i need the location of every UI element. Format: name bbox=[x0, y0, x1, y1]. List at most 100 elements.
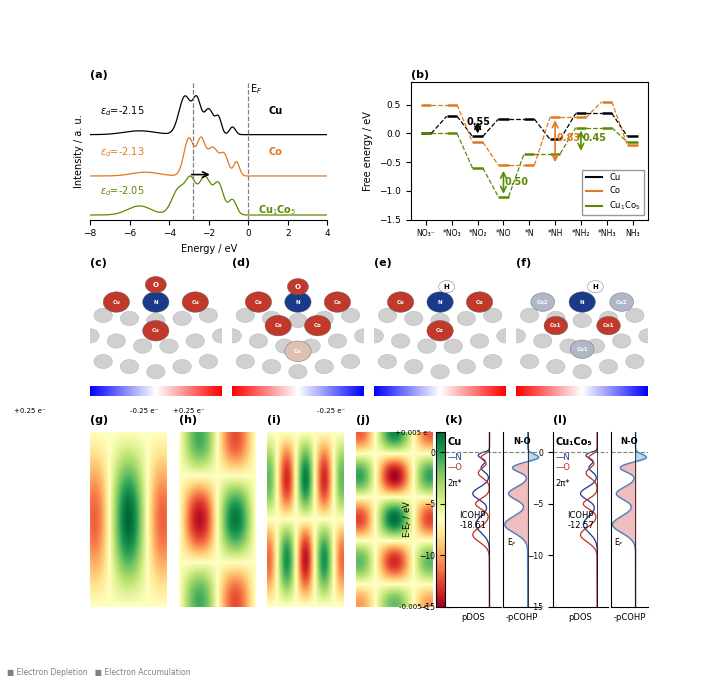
Circle shape bbox=[223, 329, 241, 343]
Circle shape bbox=[143, 292, 169, 312]
Text: Cu: Cu bbox=[448, 437, 462, 447]
Circle shape bbox=[484, 355, 502, 369]
Circle shape bbox=[431, 365, 449, 379]
Text: Co: Co bbox=[436, 328, 444, 333]
Text: N-O: N-O bbox=[513, 437, 531, 446]
Text: N-O: N-O bbox=[621, 437, 638, 446]
Text: (a): (a) bbox=[90, 70, 108, 80]
O bbox=[589, 518, 598, 527]
Circle shape bbox=[182, 292, 209, 312]
Text: H: H bbox=[593, 284, 598, 290]
Circle shape bbox=[315, 311, 333, 325]
Text: —N: —N bbox=[555, 453, 570, 462]
Text: ■ Electron Depletion   ■ Electron Accumulation: ■ Electron Depletion ■ Electron Accumula… bbox=[7, 668, 191, 677]
Circle shape bbox=[588, 280, 603, 293]
Text: (k): (k) bbox=[445, 415, 462, 426]
Circle shape bbox=[613, 333, 631, 349]
Circle shape bbox=[639, 329, 657, 343]
Circle shape bbox=[570, 340, 594, 359]
O bbox=[481, 518, 490, 527]
Circle shape bbox=[599, 311, 618, 325]
Text: Cu: Cu bbox=[294, 349, 302, 354]
N bbox=[485, 432, 494, 440]
Text: Cu$_1$Co$_5$: Cu$_1$Co$_5$ bbox=[258, 203, 297, 216]
Circle shape bbox=[427, 292, 453, 312]
Text: Co: Co bbox=[476, 299, 483, 305]
O bbox=[589, 508, 598, 516]
N bbox=[472, 518, 480, 527]
Circle shape bbox=[147, 313, 165, 327]
Y-axis label: Free energy / eV: Free energy / eV bbox=[364, 110, 374, 191]
Line: N: N bbox=[580, 432, 598, 607]
N bbox=[587, 499, 595, 507]
Text: $\varepsilon_d$=-2.05: $\varepsilon_d$=-2.05 bbox=[100, 184, 145, 198]
Circle shape bbox=[285, 292, 311, 312]
Circle shape bbox=[378, 308, 397, 323]
Text: O: O bbox=[153, 282, 159, 288]
O bbox=[480, 520, 489, 528]
O bbox=[593, 432, 602, 440]
Circle shape bbox=[276, 339, 294, 353]
Text: 2π*: 2π* bbox=[555, 479, 570, 488]
Circle shape bbox=[387, 292, 414, 312]
Text: N: N bbox=[438, 299, 442, 305]
X-axis label: -pCOHP: -pCOHP bbox=[505, 612, 538, 621]
O bbox=[485, 428, 494, 436]
O bbox=[593, 428, 602, 436]
Circle shape bbox=[107, 333, 125, 349]
N bbox=[593, 432, 602, 440]
Text: (d): (d) bbox=[232, 258, 251, 269]
Text: —N: —N bbox=[448, 453, 462, 462]
Circle shape bbox=[341, 355, 360, 369]
Text: 0.45: 0.45 bbox=[582, 133, 606, 143]
Circle shape bbox=[418, 339, 436, 353]
Circle shape bbox=[431, 313, 449, 327]
Text: (c): (c) bbox=[90, 258, 107, 269]
Circle shape bbox=[546, 311, 565, 325]
Circle shape bbox=[81, 329, 99, 343]
Circle shape bbox=[405, 311, 423, 325]
Circle shape bbox=[610, 293, 634, 311]
Text: (b): (b) bbox=[410, 70, 428, 80]
N bbox=[593, 428, 602, 436]
Text: Cu₁Co₅: Cu₁Co₅ bbox=[555, 437, 592, 447]
Y-axis label: Intensity / a. u.: Intensity / a. u. bbox=[74, 114, 84, 188]
Text: (j): (j) bbox=[356, 415, 370, 426]
O bbox=[580, 499, 588, 507]
Circle shape bbox=[569, 292, 595, 312]
Text: +0.25 e⁻: +0.25 e⁻ bbox=[14, 408, 46, 413]
Text: (f): (f) bbox=[516, 258, 531, 269]
Circle shape bbox=[305, 315, 330, 336]
Circle shape bbox=[315, 359, 333, 374]
Circle shape bbox=[186, 333, 204, 349]
Circle shape bbox=[199, 355, 217, 369]
Text: ICOHP
-18.61: ICOHP -18.61 bbox=[459, 511, 486, 530]
Text: Co: Co bbox=[268, 147, 282, 158]
Text: (g): (g) bbox=[90, 415, 108, 426]
Text: $\varepsilon_d$=-2.13: $\varepsilon_d$=-2.13 bbox=[100, 145, 145, 159]
Circle shape bbox=[287, 278, 308, 295]
Circle shape bbox=[262, 311, 281, 325]
O bbox=[482, 459, 490, 467]
Circle shape bbox=[438, 280, 454, 293]
Text: +0.25 e⁻: +0.25 e⁻ bbox=[173, 408, 204, 413]
Text: Cu: Cu bbox=[112, 299, 120, 305]
Circle shape bbox=[521, 355, 539, 369]
Circle shape bbox=[341, 308, 360, 323]
Circle shape bbox=[324, 292, 351, 312]
O bbox=[485, 603, 494, 611]
Circle shape bbox=[484, 308, 502, 323]
N bbox=[579, 520, 588, 528]
X-axis label: pDOS: pDOS bbox=[461, 612, 485, 621]
Circle shape bbox=[573, 365, 591, 379]
N bbox=[593, 603, 602, 611]
Circle shape bbox=[94, 355, 112, 369]
Text: E$_F$: E$_F$ bbox=[614, 537, 624, 549]
Circle shape bbox=[378, 355, 397, 369]
Circle shape bbox=[160, 339, 178, 353]
N bbox=[479, 499, 487, 507]
Text: 0.50: 0.50 bbox=[505, 177, 528, 187]
O bbox=[481, 508, 490, 516]
Circle shape bbox=[507, 329, 526, 343]
Circle shape bbox=[457, 311, 476, 325]
